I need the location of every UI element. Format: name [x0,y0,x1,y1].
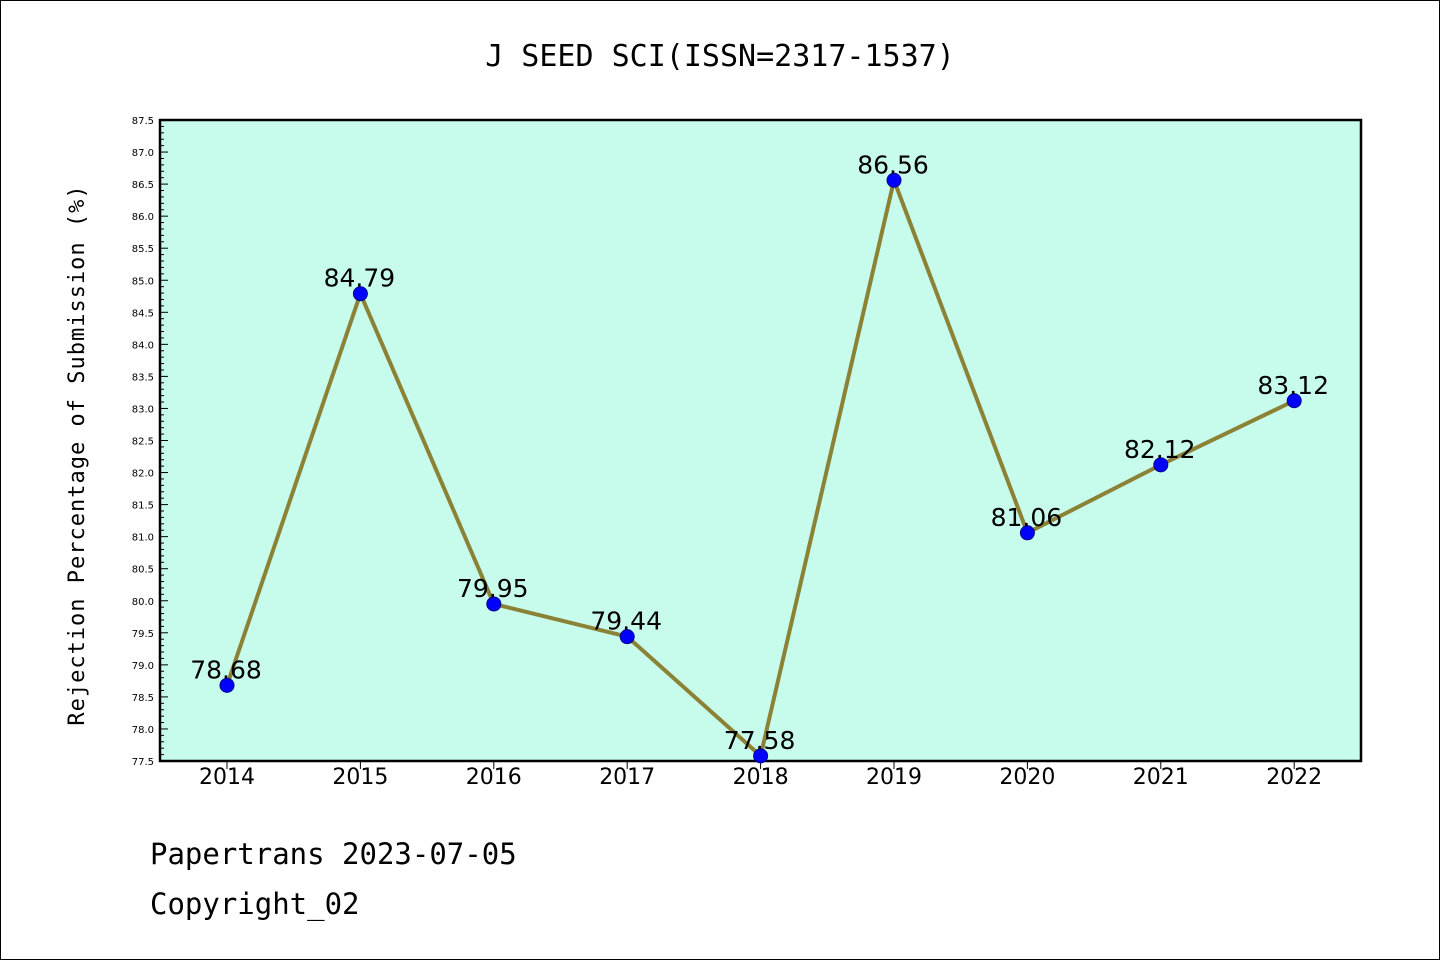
x-tick-label: 2019 [866,765,922,790]
y-tick-label: 80.0 [132,597,154,608]
data-points [219,172,1302,764]
y-tick-label: 87.0 [132,148,154,159]
y-tick-label: 81.0 [132,533,154,544]
footer-date-line: Papertrans 2023-07-05 [150,837,517,871]
y-tick-label: 86.0 [132,212,154,223]
data-label: 82.12 [1124,435,1196,464]
data-label: 79.44 [590,607,662,636]
data-point-marker [352,286,368,302]
y-tick-label: 83.5 [132,372,154,383]
plot-area [158,118,1363,763]
x-tick-label: 2016 [466,765,522,790]
data-point-marker [753,748,769,764]
data-labels: 78.68 84.79 79.95 79.44 77.58 86.56 81.06 82.12… [190,150,1329,755]
y-tick-label: 80.5 [132,565,154,576]
y-tick-label: 79.0 [132,661,154,672]
y-tick-label: 83.0 [132,404,154,415]
y-tick-label: 78.5 [132,693,154,704]
x-tick-label: 2015 [332,765,388,790]
data-label: 79.95 [457,574,529,603]
x-tick-label: 2021 [1133,765,1189,790]
x-axis: 2014 2015 2016 2017 2018 2019 2020 2021 2022 [199,761,1322,790]
data-point-marker [219,677,235,693]
data-point-marker [886,172,902,188]
x-tick-label: 2017 [599,765,655,790]
data-point-marker [1286,393,1302,409]
y-tick-label: 82.0 [132,469,154,480]
data-point-marker [486,596,502,612]
data-label: 84.79 [324,264,396,293]
y-tick-label: 84.5 [132,308,154,319]
x-tick-label: 2018 [733,765,789,790]
chart-title: J SEED SCI(ISSN=2317-1537) [485,39,955,74]
data-label: 86.56 [857,150,929,179]
y-tick-label: 86.5 [132,180,154,191]
data-label: 81.06 [991,503,1063,532]
x-tick-label: 2020 [999,765,1055,790]
y-tick-label: 87.5 [132,116,154,127]
data-label: 78.68 [190,655,262,684]
data-point-marker [1019,525,1035,541]
y-tick-label: 84.0 [132,340,154,351]
y-tick-label: 82.5 [132,437,154,448]
x-tick-label: 2022 [1266,765,1322,790]
y-tick-label: 77.5 [132,757,154,768]
y-axis-label: Rejection Percentage of Submission (%) [65,184,90,725]
data-point-marker [1153,457,1169,473]
y-tick-label: 85.5 [132,244,154,255]
y-tick-label: 79.5 [132,629,154,640]
footer-copyright-line: Copyright_02 [150,887,360,922]
data-label: 83.12 [1257,371,1329,400]
data-label: 77.58 [724,726,796,755]
x-tick-label: 2014 [199,765,255,790]
y-tick-label: 85.0 [132,276,154,287]
y-axis: 77.5 78.0 78.5 79.0 79.5 80.0 80.5 81.0 81.5 82.0… [132,116,168,768]
y-tick-label: 81.5 [132,501,154,512]
data-point-marker [619,629,635,645]
y-tick-label: 78.0 [132,725,154,736]
